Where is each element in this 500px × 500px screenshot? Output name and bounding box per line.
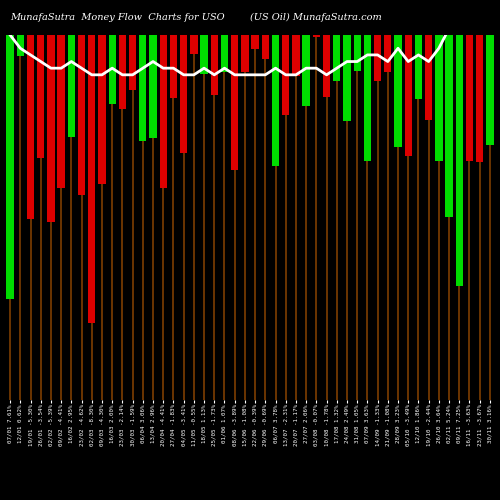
Bar (374, 35, 382, 81)
Bar (415, 35, 422, 100)
Bar (456, 35, 463, 286)
Bar (364, 35, 371, 161)
Bar (312, 35, 320, 37)
Text: MunafaSutra  Money Flow  Charts for USO: MunafaSutra Money Flow Charts for USO (10, 12, 224, 22)
Bar (180, 35, 188, 153)
Bar (88, 35, 96, 323)
Bar (272, 35, 279, 166)
Bar (170, 35, 177, 98)
Bar (231, 35, 238, 170)
Bar (78, 35, 85, 195)
Bar (108, 35, 116, 104)
Bar (139, 35, 146, 141)
Bar (282, 35, 290, 115)
Bar (160, 35, 167, 188)
Bar (486, 35, 494, 144)
Bar (27, 35, 34, 219)
Bar (384, 35, 392, 72)
Bar (425, 35, 432, 119)
Bar (404, 35, 412, 156)
Bar (394, 35, 402, 147)
Bar (333, 35, 340, 81)
Bar (344, 35, 350, 122)
Bar (48, 35, 54, 222)
Bar (221, 35, 228, 72)
Bar (435, 35, 442, 161)
Bar (150, 35, 156, 138)
Bar (476, 35, 484, 162)
Bar (98, 35, 105, 184)
Bar (241, 35, 248, 72)
Bar (252, 35, 259, 48)
Bar (466, 35, 473, 161)
Bar (37, 35, 44, 158)
Bar (118, 35, 126, 109)
Bar (292, 35, 300, 76)
Bar (210, 35, 218, 95)
Bar (68, 35, 75, 138)
Bar (16, 35, 24, 56)
Bar (200, 35, 207, 74)
Text: (US Oil) MunafaSutra.com: (US Oil) MunafaSutra.com (250, 12, 382, 22)
Bar (323, 35, 330, 96)
Bar (354, 35, 361, 72)
Bar (446, 35, 452, 216)
Bar (58, 35, 65, 188)
Bar (129, 35, 136, 90)
Bar (262, 35, 269, 59)
Bar (302, 35, 310, 106)
Bar (6, 35, 14, 299)
Bar (190, 35, 198, 54)
